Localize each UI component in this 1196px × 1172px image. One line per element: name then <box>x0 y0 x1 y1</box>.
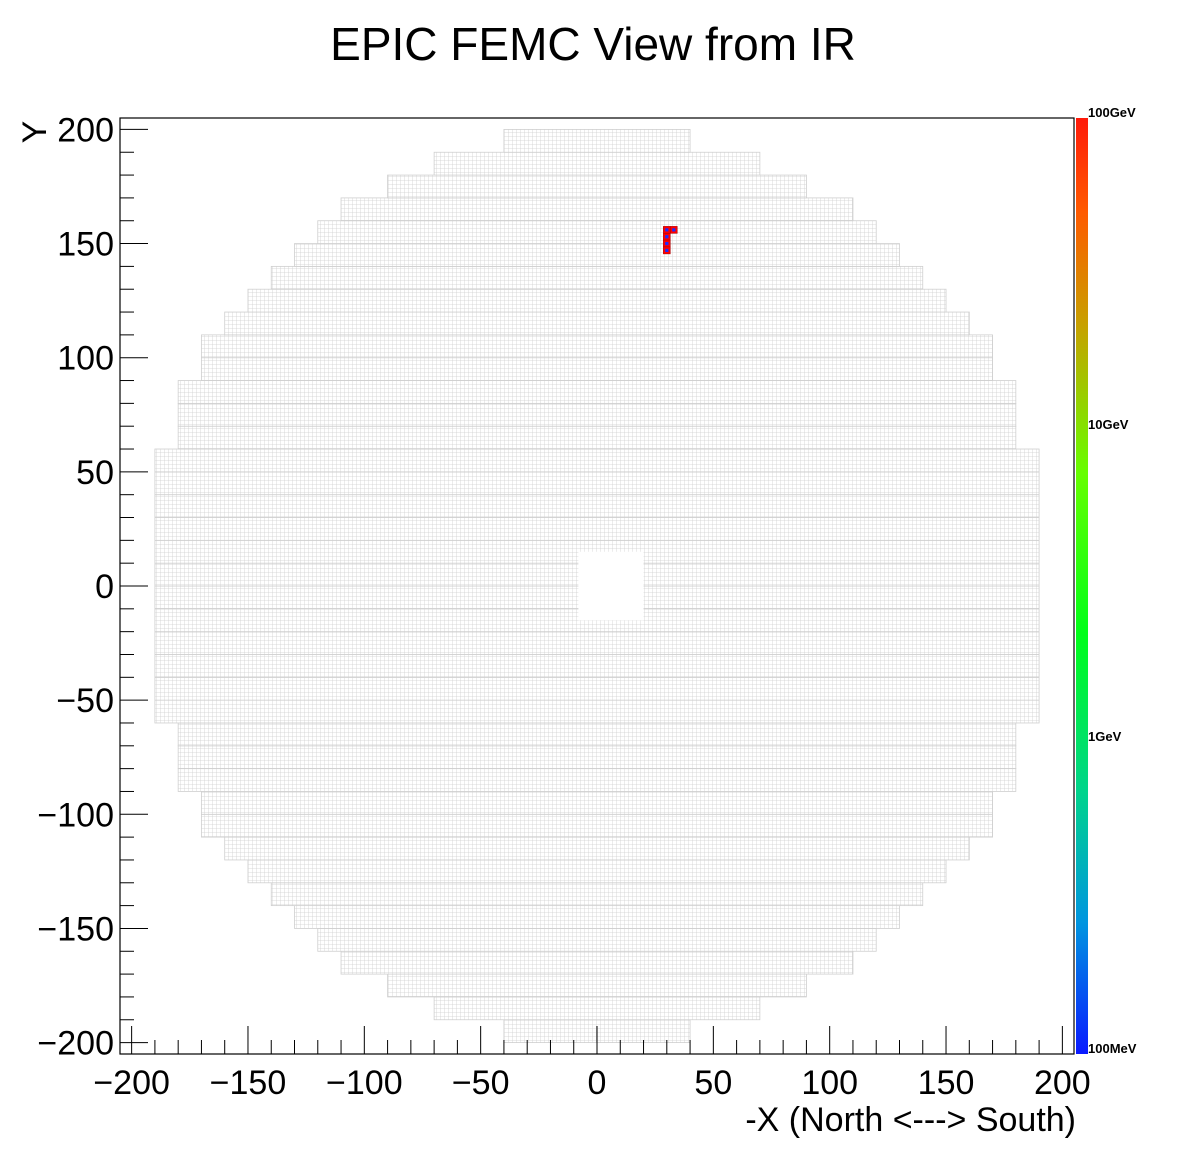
x-tick-label: 100 <box>801 1064 858 1102</box>
hit-marker <box>665 241 669 246</box>
hit-marker <box>665 248 669 253</box>
detector-row <box>224 311 970 336</box>
detector-row <box>433 151 761 176</box>
detector-row <box>433 996 761 1021</box>
detector-row <box>294 243 900 267</box>
y-tick-label: −150 <box>37 910 114 948</box>
y-tick-label: 50 <box>76 454 114 492</box>
detector-row <box>154 494 1040 518</box>
detector-row <box>387 973 807 998</box>
detector-row <box>270 882 924 907</box>
detector-row <box>201 791 993 815</box>
y-tick-label: 150 <box>57 226 114 264</box>
detector-row <box>201 357 993 381</box>
x-tick-label: 150 <box>918 1064 975 1102</box>
colorbar <box>1076 118 1088 1054</box>
detector-row <box>503 129 691 153</box>
detector-row <box>177 745 1017 770</box>
colorbar-label: 100GeV <box>1088 105 1136 120</box>
detector-row <box>224 836 970 861</box>
detector-row <box>154 699 1040 724</box>
detector-row <box>154 631 1040 655</box>
x-axis: −200 −150 −100 −50 0 50 100 150 200 <box>93 1026 1091 1102</box>
y-tick-label: 100 <box>57 340 114 378</box>
detector-row <box>294 905 900 929</box>
detector-row <box>177 380 1017 404</box>
x-tick-label: −150 <box>210 1064 287 1102</box>
detector-row <box>177 425 1017 450</box>
detector-row <box>177 722 1017 747</box>
beam-hole <box>578 551 644 621</box>
hit-marker <box>665 235 669 239</box>
detector-row <box>340 197 854 222</box>
y-tick-label: 200 <box>57 111 114 149</box>
y-tick-label: −100 <box>37 796 114 834</box>
detector-row <box>177 402 1017 427</box>
colorbar-label: 1GeV <box>1088 729 1122 744</box>
y-axis: −200 −150 −100 −50 0 50 100 150 200 <box>37 111 148 1063</box>
detector-row <box>340 950 854 975</box>
x-tick-label: −50 <box>452 1064 510 1102</box>
x-tick-label: 200 <box>1034 1064 1091 1102</box>
x-tick-label: −200 <box>93 1064 170 1102</box>
detector-row <box>201 813 993 838</box>
detector-row <box>247 859 947 884</box>
detector-row <box>247 288 947 313</box>
detector-row <box>154 448 1040 473</box>
detector-row <box>317 928 877 952</box>
x-tick-label: 0 <box>588 1064 607 1102</box>
detector-row <box>201 334 993 359</box>
hit-marker <box>672 228 676 232</box>
x-tick-label: −100 <box>326 1064 403 1102</box>
chart-title: EPIC FEMC View from IR <box>330 18 856 70</box>
colorbar-label: 10GeV <box>1088 417 1129 432</box>
colorbar-labels: 100GeV 10GeV 1GeV 100MeV <box>1088 105 1137 1056</box>
hit-cells <box>663 226 678 255</box>
detector-row <box>317 220 877 244</box>
colorbar-label: 100MeV <box>1088 1041 1137 1056</box>
detector-row <box>154 471 1040 496</box>
detector-row <box>270 265 924 290</box>
hit-marker <box>665 228 669 232</box>
detector-row <box>154 676 1040 701</box>
x-axis-label: -X (North <---> South) <box>745 1101 1076 1139</box>
x-tick-label: 50 <box>694 1064 732 1102</box>
detector-row <box>177 768 1017 792</box>
detector-cells <box>154 129 1040 1043</box>
detector-row <box>154 654 1040 678</box>
y-tick-label: 0 <box>95 568 114 606</box>
detector-row <box>154 517 1040 541</box>
y-tick-label: −200 <box>37 1025 114 1063</box>
detector-row <box>387 174 807 199</box>
y-axis-label: Y <box>16 121 54 144</box>
y-tick-label: −50 <box>56 682 114 720</box>
